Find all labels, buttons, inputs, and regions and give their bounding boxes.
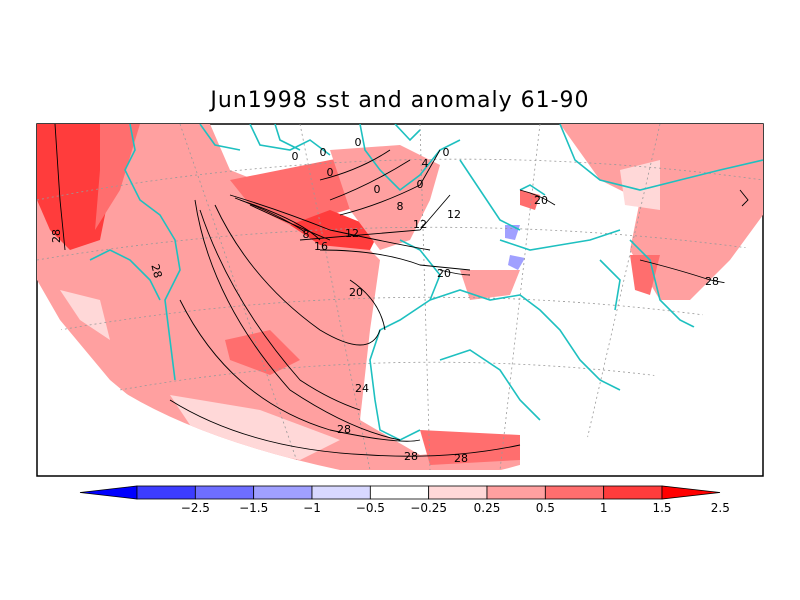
- contour-label: 0: [327, 166, 334, 179]
- graticule: [37, 124, 763, 471]
- contour-label: 0: [417, 178, 424, 191]
- contour-label: 28: [404, 450, 418, 463]
- map-frame: [36, 123, 764, 477]
- colorbar-tick-label: 1.5: [652, 501, 672, 515]
- colorbar-cell: [486, 485, 546, 500]
- contour-label: 20: [534, 194, 548, 207]
- contour-label: 28: [50, 229, 63, 243]
- contour-label: 8: [303, 228, 310, 241]
- contour-label: 0: [292, 150, 299, 163]
- colorbar-arrow-high: [661, 485, 721, 500]
- contour-labels: 0 0 0 0 4 0 0 8 0 8 12 12 12 16 20 20 20…: [50, 136, 719, 465]
- contour-label: 24: [355, 382, 369, 395]
- colorbar-cell: [136, 485, 196, 500]
- colorbar-cell: [253, 485, 313, 500]
- contour-label: 12: [447, 208, 461, 221]
- colorbar-tick-label: 0.5: [535, 501, 555, 515]
- contour-label: 0: [320, 146, 327, 159]
- contour-label: 8: [397, 200, 404, 213]
- colorbar-tick-label: 0.25: [473, 501, 501, 515]
- contour-label: 28: [454, 452, 468, 465]
- colorbar-cell: [603, 485, 663, 500]
- colorbar-cell: [428, 485, 488, 500]
- anomaly-shading: [37, 124, 763, 470]
- contour-label: 20: [437, 267, 451, 280]
- contour-label: 20: [349, 286, 363, 299]
- colorbar-tick-label: 2.5: [710, 501, 730, 515]
- contour-label: 28: [337, 423, 351, 436]
- colorbar-tick-label: −0.5: [355, 501, 385, 515]
- colorbar-tick-label: −1.5: [239, 501, 269, 515]
- contour-label: 28: [705, 275, 719, 288]
- colorbar-cell: [544, 485, 605, 500]
- colorbar-cell: [369, 485, 430, 500]
- map-title: Jun1998 sst and anomaly 61-90: [210, 88, 590, 113]
- colorbar-tick-label: −2.5: [180, 501, 210, 515]
- contour-label: 12: [413, 218, 427, 231]
- contour-label: 4: [422, 157, 429, 170]
- contour-label: 0: [355, 136, 362, 149]
- colorbar-arrow-low: [79, 485, 138, 500]
- contour-label: 0: [443, 146, 450, 159]
- colorbar-cell: [194, 485, 255, 500]
- contour-label: 0: [374, 183, 381, 196]
- colorbar-cell: [311, 485, 371, 500]
- colorbar-tick-label: 1: [599, 501, 608, 515]
- contour-label: 16: [314, 240, 328, 253]
- sst-contours: [54, 124, 763, 457]
- colorbar-tick-label: −0.25: [410, 501, 448, 515]
- contour-label: 28: [148, 263, 164, 280]
- contour-label: 12: [345, 227, 359, 240]
- colorbar-tick-label: −1: [303, 501, 321, 515]
